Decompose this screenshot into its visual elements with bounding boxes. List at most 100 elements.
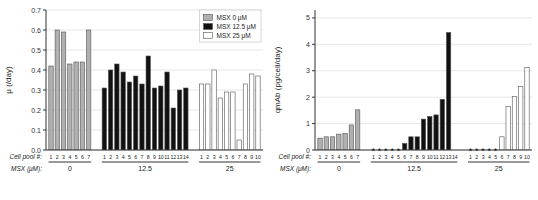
category-label: 3 (62, 154, 65, 160)
category-label: 4 (122, 154, 125, 160)
bar (243, 84, 247, 150)
category-label: 2 (206, 154, 209, 160)
category-label: 3 (115, 154, 118, 160)
category-label: 4 (337, 154, 340, 160)
tick-label: 5 (306, 14, 310, 21)
bar (434, 115, 438, 150)
legend: MSX 0 μMMSX 12.5 μMMSX 25 μM (199, 10, 261, 42)
category-label: 3 (331, 154, 334, 160)
legend-frame (199, 10, 261, 42)
chart-root: 0.00.10.20.30.40.50.60.71234567012345678… (0, 0, 538, 200)
category-label: 12 (439, 154, 445, 160)
tick-label: 0.4 (31, 67, 41, 74)
bar (61, 32, 65, 150)
bar (177, 90, 181, 150)
category-label: 4 (488, 154, 491, 160)
group-label: 0 (337, 165, 341, 172)
group-label: 0 (68, 165, 72, 172)
y-axis (315, 10, 316, 150)
category-label: 6 (134, 154, 137, 160)
tick-label: 0.3 (31, 87, 41, 94)
bar (440, 99, 444, 150)
legend-swatch (203, 15, 212, 21)
group-label: 12.5 (138, 165, 152, 172)
tick-label: 1 (306, 120, 310, 127)
bar (256, 76, 260, 150)
x-axis (46, 150, 263, 151)
bar (324, 137, 328, 150)
category-label: 7 (507, 154, 510, 160)
group-underline (102, 162, 189, 163)
legend-swatch (203, 33, 212, 39)
y-label: μ (/day) (4, 66, 13, 94)
category-label: 5 (128, 154, 131, 160)
grid-line (315, 70, 532, 71)
bar (500, 137, 504, 150)
category-label: 10 (427, 154, 433, 160)
bar (355, 110, 359, 150)
category-label: 13 (177, 154, 183, 160)
group-label: 25 (495, 165, 503, 172)
bar (402, 143, 406, 150)
bar (446, 32, 450, 150)
category-label: 7 (87, 154, 90, 160)
category-label: 5 (494, 154, 497, 160)
bar (121, 72, 125, 150)
category-label: 4 (68, 154, 71, 160)
category-label: 1 (50, 154, 53, 160)
bar (86, 30, 90, 150)
category-label: 13 (446, 154, 452, 160)
category-label: 8 (513, 154, 516, 160)
group-underline (468, 162, 529, 163)
category-label: 2 (325, 154, 328, 160)
category-label: 5 (225, 154, 228, 160)
category-label: 1 (103, 154, 106, 160)
category-label: 6 (81, 154, 84, 160)
grid-line (315, 44, 532, 45)
category-label: 8 (147, 154, 150, 160)
bar (506, 106, 510, 150)
category-label: 1 (319, 154, 322, 160)
category-label: 5 (75, 154, 78, 160)
category-label: 12 (170, 154, 176, 160)
bar (102, 88, 106, 150)
grid-line (46, 150, 263, 151)
bar (140, 84, 144, 150)
category-label: 7 (238, 154, 241, 160)
y-axis (46, 10, 47, 150)
group-underline (318, 162, 361, 163)
tick-label: 0.2 (31, 107, 41, 114)
bar (115, 64, 119, 150)
bar (428, 116, 432, 150)
bar (343, 134, 347, 150)
category-label: 8 (244, 154, 247, 160)
panel: 0.00.10.20.30.40.50.60.71234567012345678… (4, 7, 263, 174)
bar (68, 64, 72, 150)
category-label: 14 (452, 154, 458, 160)
bar (349, 125, 353, 150)
category-label: 8 (416, 154, 419, 160)
tick-label: 3 (306, 67, 310, 74)
bar (108, 70, 112, 150)
category-label: 4 (219, 154, 222, 160)
category-label: 11 (164, 154, 169, 160)
bar (421, 119, 425, 150)
grid-line (315, 150, 532, 151)
bar (337, 134, 341, 150)
category-label: 2 (378, 154, 381, 160)
y-label: qmAb (pg/cell/day) (273, 46, 282, 113)
category-label: 14 (183, 154, 189, 160)
bar (224, 92, 228, 150)
tick-label: 0.5 (31, 47, 41, 54)
bar (525, 67, 529, 150)
bar (184, 88, 188, 150)
category-label: 9 (422, 154, 425, 160)
category-label: 10 (524, 154, 530, 160)
tick-label: 0.6 (31, 27, 41, 34)
bar (218, 98, 222, 150)
bar (165, 72, 169, 150)
category-label: 1 (469, 154, 472, 160)
legend-entry: MSX 12.5 μM (216, 23, 256, 31)
grid-line (315, 97, 532, 98)
category-label: 3 (482, 154, 485, 160)
